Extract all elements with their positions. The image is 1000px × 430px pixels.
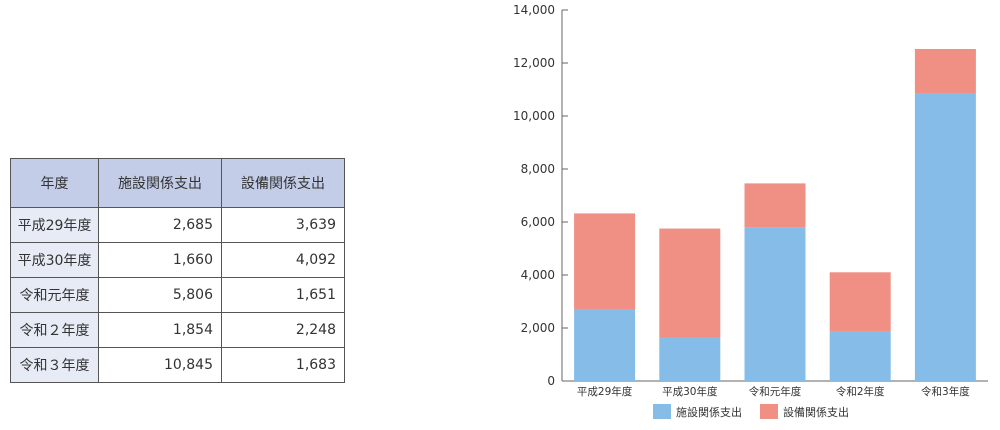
equipment-value: 3,639 [221, 207, 345, 243]
legend-label-equipment: 設備関係支出 [783, 405, 849, 419]
row-year: 平成29年度 [10, 207, 99, 243]
facility-value: 5,806 [98, 277, 222, 313]
x-category-label: 令和元年度 [749, 385, 802, 398]
bar-equipment [659, 228, 721, 338]
y-tick-label: 6,000 [521, 215, 555, 229]
y-tick-label: 0 [547, 374, 555, 388]
equipment-value: 2,248 [221, 312, 345, 348]
equipment-value: 4,092 [221, 242, 345, 278]
bar-equipment [744, 183, 806, 228]
y-tick-label: 10,000 [513, 109, 555, 123]
y-tick-label: 12,000 [513, 56, 555, 70]
row-year: 平成30年度 [10, 242, 99, 278]
expenditure-table: 年度 施設関係支出 設備関係支出 平成29年度 2,685 3,639 平成30… [10, 158, 345, 383]
legend-label-facility: 施設関係支出 [676, 405, 742, 419]
equipment-value: 1,683 [221, 347, 345, 383]
bar-equipment [574, 213, 636, 310]
y-tick-label: 4,000 [521, 268, 555, 282]
bar-equipment [829, 272, 891, 332]
row-year: 令和元年度 [10, 277, 99, 313]
bar-facility [744, 227, 806, 381]
row-year: 令和３年度 [10, 347, 99, 383]
bar-facility [829, 331, 891, 381]
table-row: 令和２年度 1,854 2,248 [10, 312, 345, 348]
x-category-label: 平成30年度 [662, 385, 718, 398]
y-tick-label: 8,000 [521, 162, 555, 176]
facility-value: 1,660 [98, 242, 222, 278]
legend-swatch-equipment [760, 404, 778, 419]
x-category-label: 令和2年度 [836, 385, 885, 398]
x-category-label: 平成29年度 [577, 385, 633, 398]
bar-facility [574, 309, 636, 381]
table-row: 令和元年度 5,806 1,651 [10, 277, 345, 313]
bar-facility [659, 337, 721, 381]
facility-value: 1,854 [98, 312, 222, 348]
table-row: 平成29年度 2,685 3,639 [10, 207, 345, 243]
table-row: 令和３年度 10,845 1,683 [10, 347, 345, 383]
header-equipment: 設備関係支出 [221, 158, 345, 208]
y-tick-label: 14,000 [513, 3, 555, 17]
y-tick-label: 2,000 [521, 321, 555, 335]
equipment-value: 1,651 [221, 277, 345, 313]
bar-equipment [914, 49, 976, 94]
facility-value: 10,845 [98, 347, 222, 383]
bar-facility [914, 93, 976, 382]
table-row: 平成30年度 1,660 4,092 [10, 242, 345, 278]
x-category-label: 令和3年度 [921, 385, 970, 398]
table-header-row: 年度 施設関係支出 設備関係支出 [10, 158, 345, 208]
legend-swatch-facility [653, 404, 671, 419]
